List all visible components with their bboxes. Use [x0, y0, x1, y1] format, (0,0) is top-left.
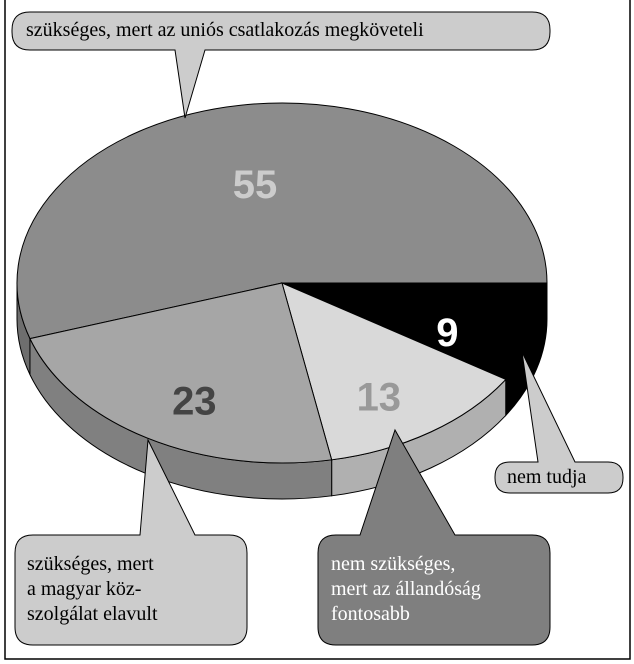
legend-label: nem szükséges, mert az állandóság fontos… — [331, 553, 481, 625]
pie-slice — [281, 282, 548, 381]
pie-slice — [281, 282, 507, 461]
frame — [4, 0, 631, 660]
value-label: 55 — [233, 163, 278, 207]
value-label: 13 — [357, 375, 402, 419]
pie-slice — [16, 102, 548, 340]
callout — [494, 351, 624, 494]
value-label: 23 — [172, 379, 217, 423]
value-label: 9 — [436, 311, 458, 355]
pie-slice — [29, 282, 333, 464]
legend-label: nem tudja — [507, 466, 587, 488]
callout — [11, 11, 551, 119]
pie: 55 9 13 23 — [16, 102, 548, 500]
callout — [317, 428, 551, 646]
callout — [14, 438, 248, 646]
legend-label: szükséges, mert az uniós csatlakozás meg… — [26, 19, 424, 41]
legend-label: szükséges, mert a magyar köz- szolgálat … — [27, 553, 158, 625]
